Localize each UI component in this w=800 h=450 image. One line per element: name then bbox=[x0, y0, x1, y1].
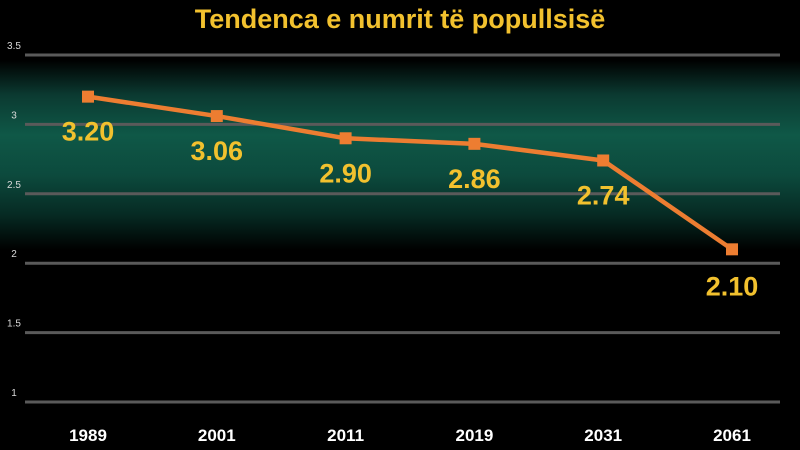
x-axis-ticks: 1989 2001 2011 2019 2031 2061 bbox=[69, 426, 751, 445]
data-labels: 3.20 3.06 2.90 2.86 2.74 2.10 bbox=[62, 117, 759, 302]
gridlines bbox=[25, 53, 780, 404]
x-tick-label: 2061 bbox=[713, 426, 751, 445]
data-label: 2.74 bbox=[577, 180, 630, 210]
x-tick-label: 2001 bbox=[198, 426, 236, 445]
y-tick-label: 1 bbox=[11, 388, 17, 399]
x-tick-label: 2019 bbox=[455, 426, 493, 445]
data-label: 3.06 bbox=[191, 136, 244, 166]
y-tick-label: 2 bbox=[11, 249, 17, 260]
data-label: 3.20 bbox=[62, 117, 115, 147]
x-tick-label: 1989 bbox=[69, 426, 107, 445]
data-label: 2.90 bbox=[319, 158, 372, 188]
y-tick-label: 1.5 bbox=[7, 319, 21, 330]
x-tick-label: 2031 bbox=[584, 426, 622, 445]
data-label: 2.86 bbox=[448, 164, 501, 194]
data-point-marker bbox=[339, 132, 352, 145]
data-point-marker bbox=[597, 154, 610, 167]
series-layer bbox=[82, 90, 738, 256]
data-label: 2.10 bbox=[706, 271, 759, 301]
x-tick-label: 2011 bbox=[327, 426, 364, 445]
y-axis-ticks: 1 1.5 2 2.5 3 3.5 bbox=[7, 41, 21, 399]
y-tick-label: 2.5 bbox=[7, 180, 21, 191]
data-point-marker bbox=[726, 243, 738, 256]
y-tick-label: 3.5 bbox=[7, 41, 21, 52]
chart-title: Tendenca e numrit të popullsisë bbox=[194, 4, 606, 34]
data-point-marker bbox=[210, 110, 223, 123]
data-point-marker bbox=[468, 137, 481, 150]
series-line bbox=[87, 94, 734, 252]
y-tick-label: 3 bbox=[11, 110, 17, 121]
data-point-marker bbox=[82, 90, 94, 103]
